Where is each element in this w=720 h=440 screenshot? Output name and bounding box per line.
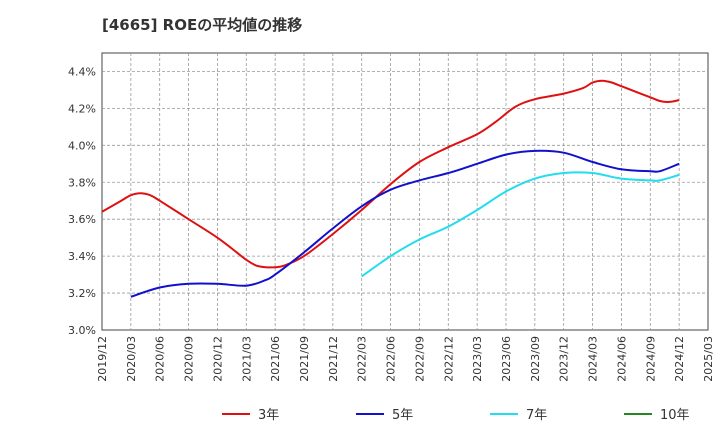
x-tick-label: 2025/03 [702,336,715,382]
x-tick-label: 2022/03 [356,336,369,382]
legend-label-3: 7年 [526,408,547,423]
y-tick-label: 3.2% [68,287,96,300]
x-tick-label: 2023/06 [500,336,513,382]
x-tick-label: 2022/09 [413,336,426,382]
chart-title: [4665] ROEの平均値の推移 [102,16,303,34]
y-tick-label: 3.6% [68,213,96,226]
x-tick-label: 2020/12 [211,336,224,382]
legend: 3年 5年 7年 10年 [222,408,690,423]
x-tick-label: 2020/09 [183,336,196,382]
y-tick-label: 4.0% [68,139,96,152]
x-tick-label: 2024/06 [615,336,628,382]
x-tick-label: 2020/06 [154,336,167,382]
series-lines [101,79,680,298]
x-tick-label: 2021/09 [298,336,311,382]
y-tick-label: 4.2% [68,102,96,115]
series-line-2 [130,149,680,298]
plot-area [101,52,709,331]
x-tick-label: 2024/09 [644,336,657,382]
x-tick-label: 2020/03 [125,336,138,382]
y-tick-label: 3.0% [68,324,96,337]
x-tick-label: 2019/12 [96,336,109,382]
x-tick-label: 2022/06 [385,336,398,382]
x-tick-label: 2022/12 [442,336,455,382]
legend-label-4: 10年 [660,408,690,423]
y-axis: 3.0% 3.2% 3.4% 3.6% 3.8% 4.0% 4.2% 4.4% [68,65,96,337]
legend-label-1: 3年 [258,408,279,423]
x-tick-label: 2023/03 [471,336,484,382]
x-tick-label: 2021/03 [240,336,253,382]
x-tick-label: 2021/12 [327,336,340,382]
y-tick-label: 3.4% [68,250,96,263]
x-tick-label: 2024/03 [587,336,600,382]
y-tick-label: 3.8% [68,176,96,189]
y-tick-label: 4.4% [68,65,96,78]
x-tick-label: 2024/12 [673,336,686,382]
x-tick-label: 2023/09 [529,336,542,382]
x-tick-label: 2023/12 [558,336,571,382]
series-line-3 [361,171,680,278]
x-tick-label: 2021/06 [269,336,282,382]
legend-label-2: 5年 [392,408,413,423]
x-axis: 2019/12 2020/03 2020/06 2020/09 2020/12 2021/… [96,336,715,382]
